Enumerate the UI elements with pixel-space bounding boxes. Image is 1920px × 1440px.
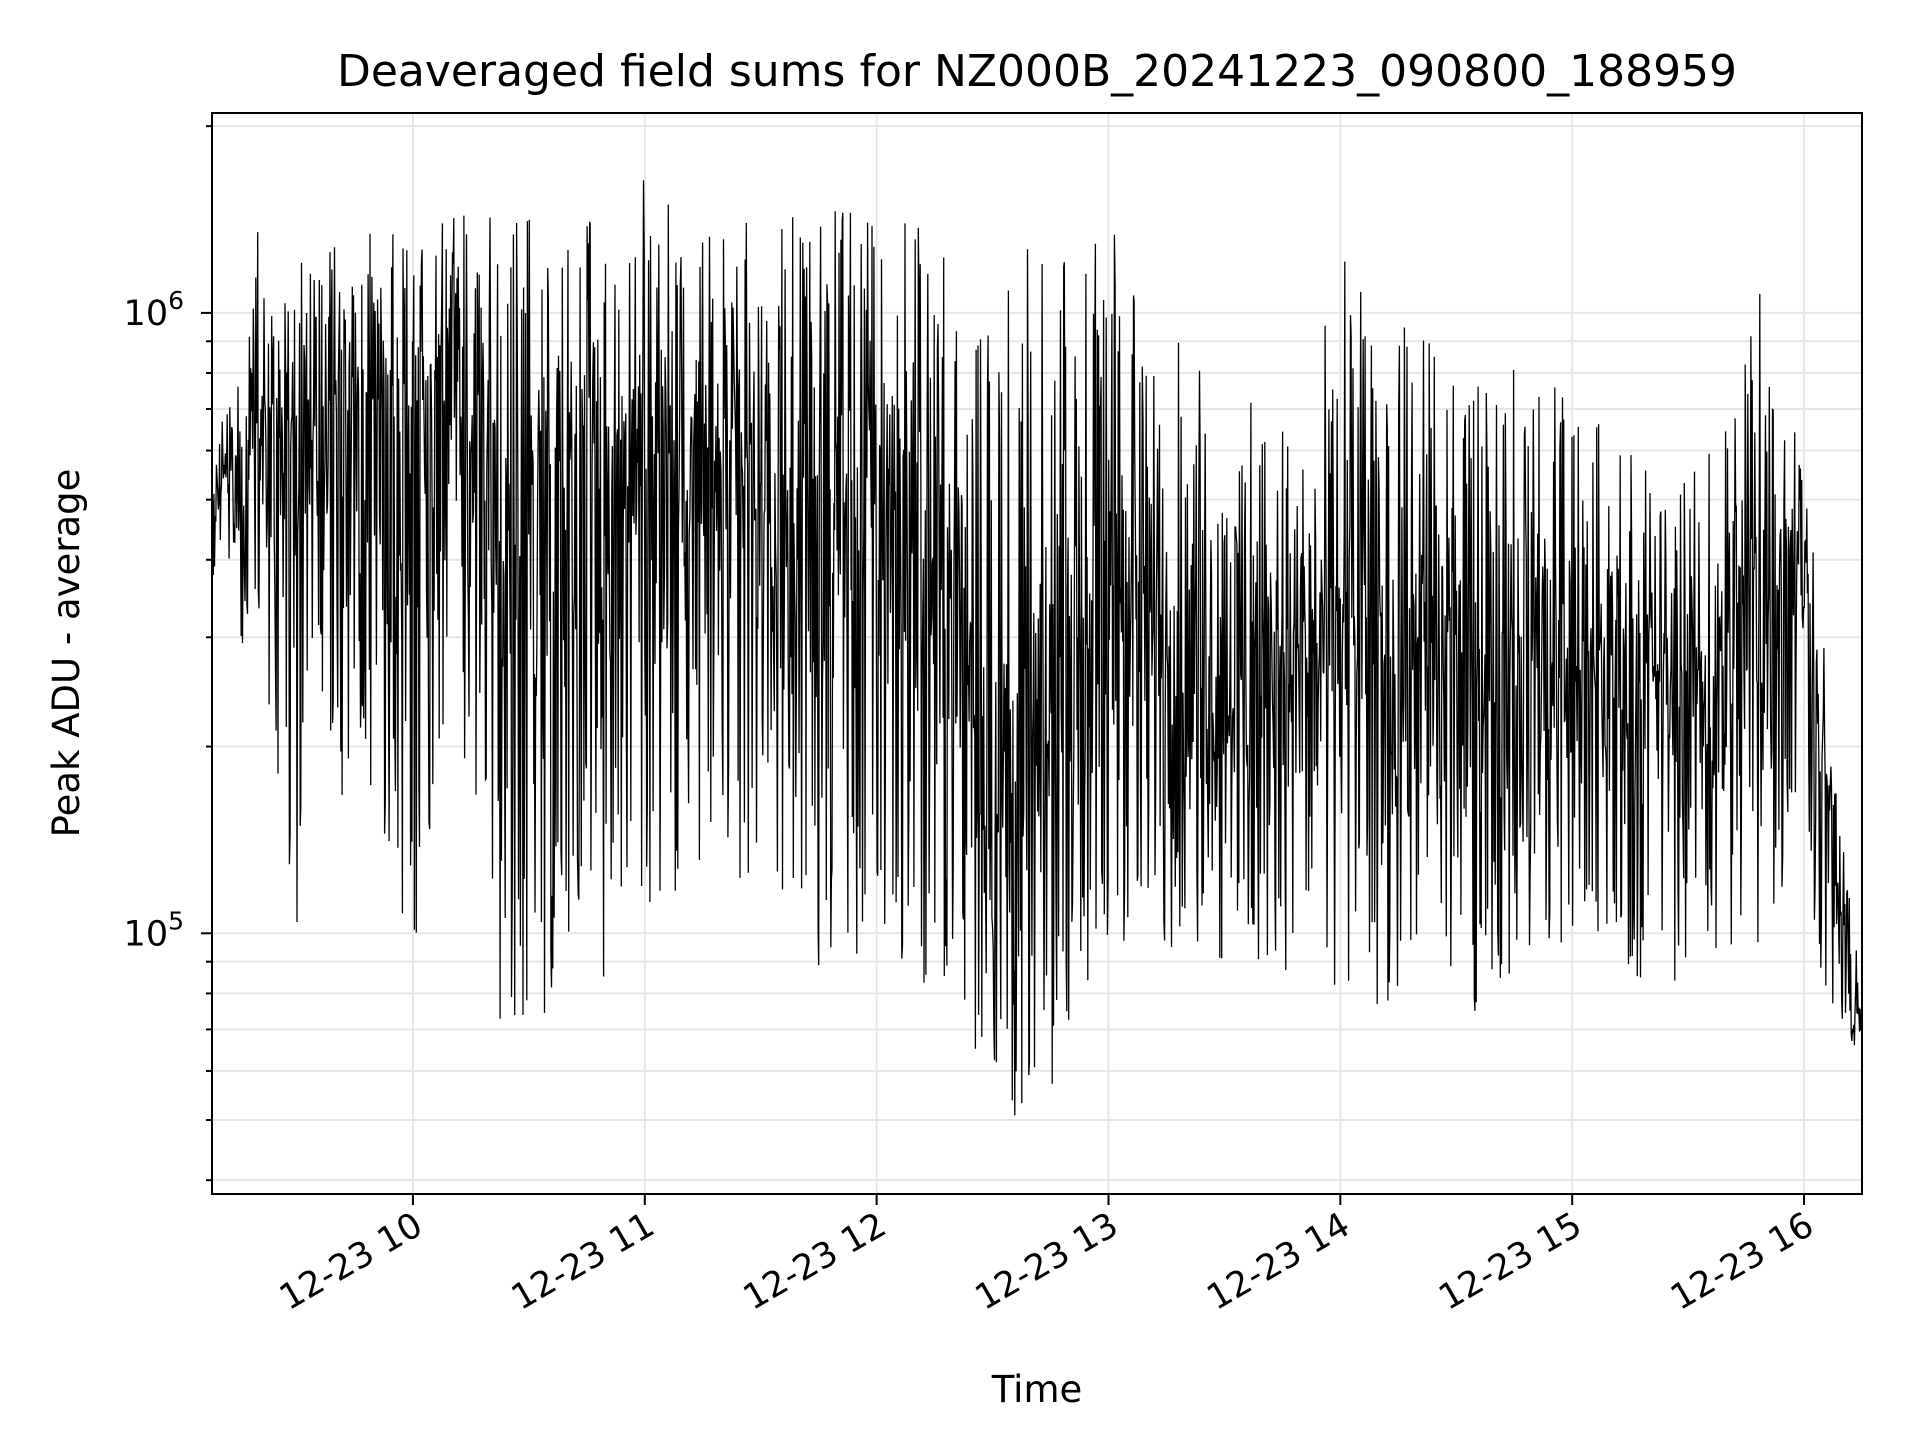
data-series [211, 180, 1863, 1116]
y-axis-title: Peak ADU - average [45, 469, 88, 838]
y-axis: 105 106 [124, 125, 212, 1182]
series-line [211, 180, 1863, 1116]
plot-frame [211, 112, 1863, 1195]
chart-title: Deaveraged field sums for NZ000B_2024122… [337, 46, 1737, 97]
x-axis-title: Time [991, 1368, 1083, 1411]
y-tick-label: 106 [124, 286, 184, 334]
y-tick-label: 105 [124, 906, 184, 954]
